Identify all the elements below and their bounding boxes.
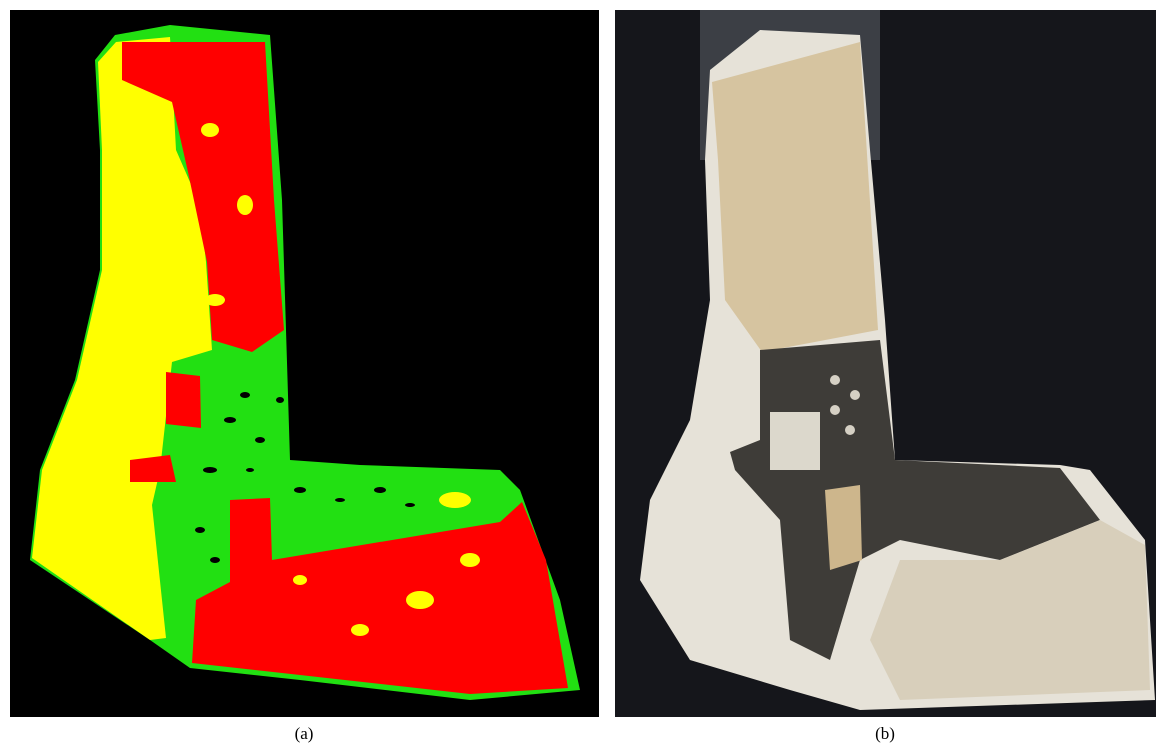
figure: (a) (b) xyxy=(0,0,1158,749)
panel-b-image xyxy=(615,10,1156,717)
stone-beige xyxy=(712,42,878,352)
page: (a) (b) (() => { const data = JSON.parse… xyxy=(0,0,1158,749)
stone-light-patch xyxy=(770,412,820,470)
panel-label: (a) xyxy=(295,724,314,743)
stone-beige-patch xyxy=(825,485,862,570)
segment-red-mid xyxy=(166,372,201,428)
panel-a-image xyxy=(10,10,599,717)
panel-label: (b) xyxy=(875,724,895,743)
